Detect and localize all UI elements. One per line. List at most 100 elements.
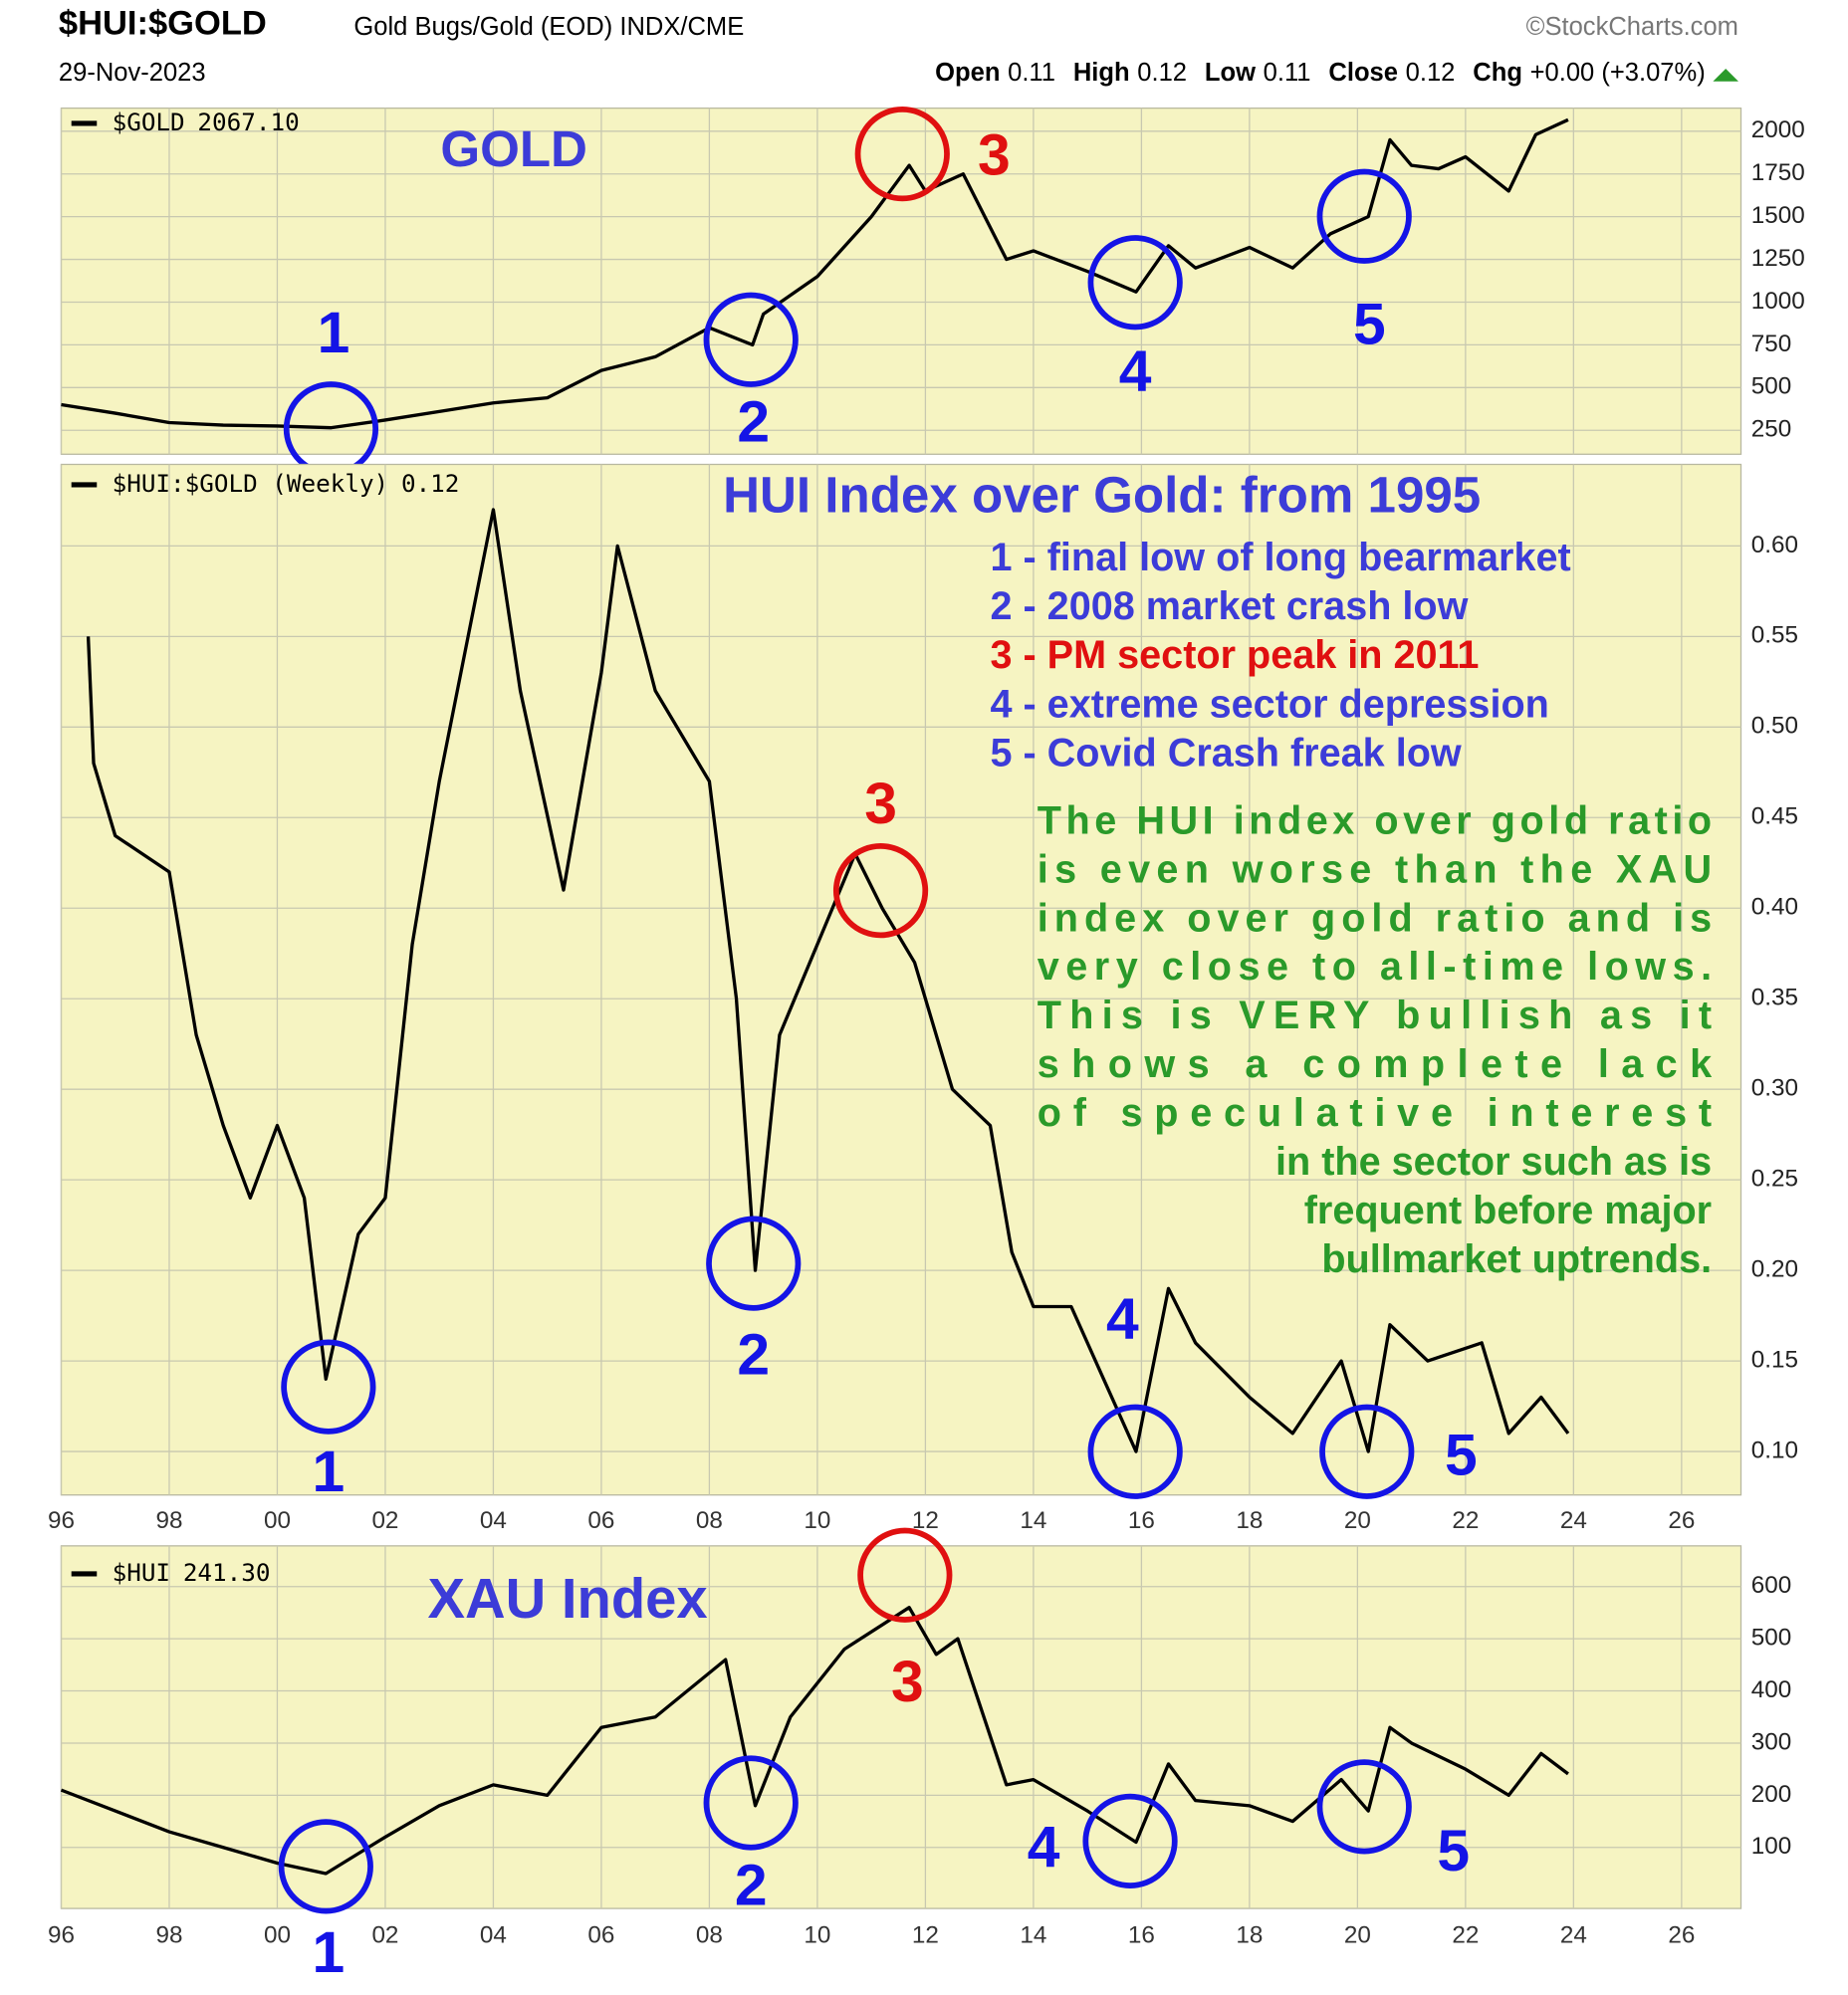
x-tick-label: 00 [264, 1922, 291, 1949]
x-tick-label: 02 [371, 1922, 398, 1949]
stats: Open 0.11 High 0.12 Low 0.11 Close 0.12 Chg +0.00… [935, 59, 1706, 87]
x-tick-label: 26 [1668, 1507, 1695, 1534]
marker-circle [832, 843, 929, 939]
x-tick-label: 10 [804, 1922, 830, 1949]
marker-circle [706, 1216, 802, 1311]
data-line [86, 508, 1570, 1453]
marker-label: 3 [864, 772, 897, 836]
x-tick-label: 14 [1020, 1922, 1046, 1949]
plot-area [60, 107, 1742, 455]
marker-label: 1 [313, 1920, 346, 1985]
x-tick-label: 08 [696, 1507, 723, 1534]
marker-label: 2 [737, 1323, 770, 1388]
marker-circle [1087, 1404, 1183, 1499]
y-tick-label: 0.40 [1751, 894, 1798, 921]
note: 4 - extreme sector depression [990, 682, 1548, 726]
x-tick-label: 26 [1668, 1922, 1695, 1949]
commentary-line: The HUI index over gold ratio [1038, 798, 1712, 842]
chart-subtitle: Gold Bugs/Gold (EOD) INDX/CME [353, 13, 744, 41]
marker-circle [703, 292, 799, 387]
change-arrow [1713, 69, 1738, 82]
x-tick-label: 04 [480, 1507, 507, 1534]
panel-title: HUI Index over Gold: from 1995 [723, 467, 1481, 524]
stat-label: Close [1328, 59, 1398, 87]
plot-area [60, 1545, 1742, 1909]
marker-label: 3 [978, 122, 1011, 187]
panel-title: GOLD [440, 120, 587, 177]
marker-circle [281, 1339, 376, 1435]
date: 29-Nov-2023 [59, 59, 206, 87]
chart-title: $HUI:$GOLD [59, 5, 267, 43]
x-tick-label: 22 [1452, 1922, 1479, 1949]
marker-label: 1 [313, 1440, 346, 1504]
source: ©StockCharts.com [1526, 13, 1738, 41]
x-tick-label: 10 [804, 1507, 830, 1534]
legend-value: 0.12 [401, 469, 459, 498]
stat-value: 0.12 [1137, 59, 1187, 87]
x-tick-label: 96 [48, 1922, 75, 1949]
x-tick-label: 24 [1560, 1922, 1587, 1949]
legend-name: $HUI [113, 1558, 170, 1587]
x-tick-label: 12 [912, 1922, 939, 1949]
y-tick-label: 200 [1751, 1781, 1792, 1808]
x-tick-label: 16 [1128, 1507, 1155, 1534]
y-tick-label: 750 [1751, 331, 1792, 357]
y-tick-label: 0.35 [1751, 985, 1798, 1011]
note: 5 - Covid Crash freak low [990, 732, 1461, 776]
marker-label: 4 [1106, 1287, 1139, 1352]
y-tick-label: 0.30 [1751, 1075, 1798, 1102]
y-tick-label: 2000 [1751, 116, 1805, 143]
marker-circle [854, 107, 950, 202]
commentary-line: of speculative interest [1038, 1091, 1712, 1135]
marker-label: 2 [737, 390, 770, 455]
x-tick-label: 06 [587, 1922, 614, 1949]
note: 2 - 2008 market crash low [990, 584, 1468, 628]
y-tick-label: 0.60 [1751, 532, 1798, 558]
y-tick-label: 400 [1751, 1676, 1792, 1703]
y-tick-label: 0.10 [1751, 1437, 1798, 1463]
note: 3 - PM sector peak in 2011 [990, 633, 1479, 677]
y-tick-label: 0.55 [1751, 622, 1798, 649]
y-tick-label: 600 [1751, 1572, 1792, 1599]
stat-label: Open [935, 59, 1000, 87]
y-tick-label: 300 [1751, 1728, 1792, 1755]
x-tick-label: 16 [1128, 1922, 1155, 1949]
legend-value: 241.30 [183, 1558, 271, 1587]
marker-label: 3 [891, 1650, 924, 1714]
y-tick-label: 250 [1751, 416, 1792, 443]
marker-circle [857, 1527, 953, 1623]
y-tick-label: 1000 [1751, 288, 1805, 315]
stat-value: 0.12 [1406, 59, 1456, 87]
x-tick-label: 00 [264, 1507, 291, 1534]
marker-label: 4 [1028, 1815, 1060, 1880]
x-tick-label: 18 [1236, 1922, 1263, 1949]
x-tick-label: 24 [1560, 1507, 1587, 1534]
marker-label: 2 [735, 1853, 768, 1917]
legend-name: $HUI:$GOLD (Weekly) [113, 469, 389, 498]
legend-value: 2067.10 [197, 108, 299, 136]
commentary-line: bullmarket uptrends. [1321, 1237, 1712, 1281]
commentary-line: in the sector such as is [1275, 1140, 1712, 1184]
commentary-line: index over gold ratio and is [1038, 896, 1712, 940]
x-tick-label: 22 [1452, 1507, 1479, 1534]
legend-entry: $GOLD 2067.10 [113, 108, 300, 136]
marker-circle [703, 1755, 799, 1851]
x-tick-label: 14 [1020, 1507, 1046, 1534]
stat-value: +0.00 (+3.07%) [1530, 59, 1706, 87]
marker-circle [1319, 1404, 1415, 1499]
x-tick-label: 20 [1344, 1922, 1371, 1949]
marker-circle [1316, 168, 1412, 264]
x-tick-label: 04 [480, 1922, 507, 1949]
note: 1 - final low of long bearmarket [990, 536, 1570, 579]
legend-name: $GOLD [113, 108, 185, 136]
y-tick-label: 0.15 [1751, 1346, 1798, 1373]
marker-label: 5 [1437, 1819, 1470, 1884]
marker-circle [278, 1819, 373, 1914]
marker-circle [1082, 1793, 1178, 1888]
y-tick-label: 500 [1751, 373, 1792, 400]
panel-title: XAU Index [428, 1567, 708, 1630]
x-tick-label: 08 [696, 1922, 723, 1949]
marker-label: 4 [1119, 339, 1152, 404]
